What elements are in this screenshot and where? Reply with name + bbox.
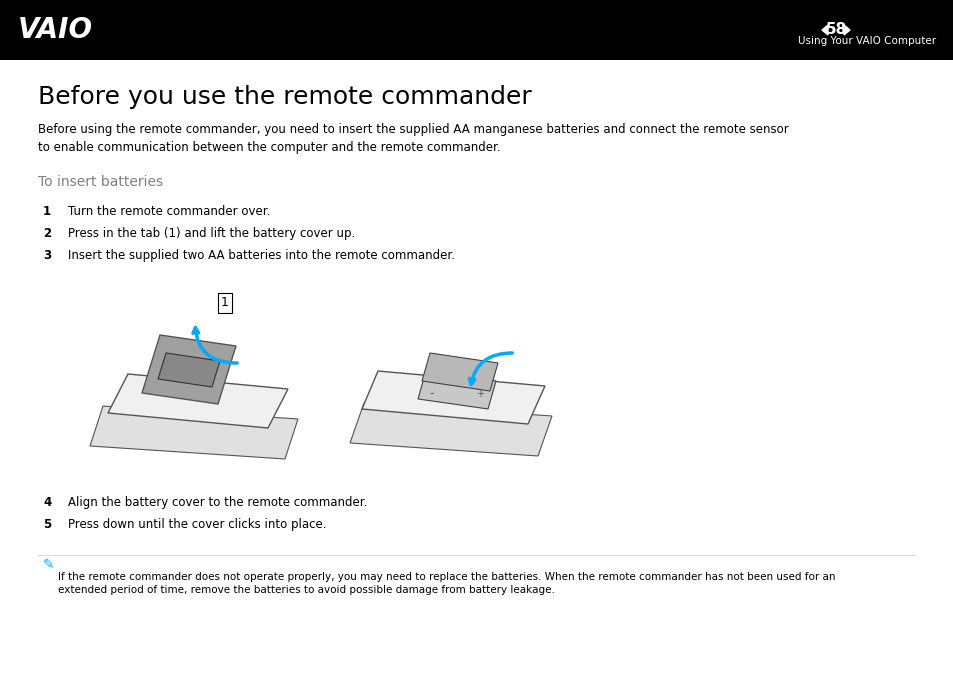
Text: Align the battery cover to the remote commander.: Align the battery cover to the remote co… <box>68 496 367 509</box>
Text: Using Your VAIO Computer: Using Your VAIO Computer <box>797 36 935 46</box>
Text: 3: 3 <box>43 249 51 262</box>
Text: VAIO: VAIO <box>18 16 93 44</box>
Polygon shape <box>90 406 297 459</box>
Polygon shape <box>417 371 496 409</box>
Text: 2: 2 <box>43 227 51 240</box>
Text: If the remote commander does not operate properly, you may need to replace the b: If the remote commander does not operate… <box>58 572 835 595</box>
Polygon shape <box>142 335 235 404</box>
Bar <box>0 0 953 60</box>
Text: 5: 5 <box>43 518 51 531</box>
Polygon shape <box>108 374 288 428</box>
Text: ✎: ✎ <box>43 558 54 572</box>
Polygon shape <box>158 353 220 387</box>
Polygon shape <box>821 25 827 35</box>
Polygon shape <box>350 403 552 456</box>
Text: 4: 4 <box>43 496 51 509</box>
Text: Turn the remote commander over.: Turn the remote commander over. <box>68 205 270 218</box>
Text: Before using the remote commander, you need to insert the supplied AA manganese : Before using the remote commander, you n… <box>38 123 788 154</box>
Text: +: + <box>476 389 483 399</box>
Text: -: - <box>429 388 434 400</box>
Polygon shape <box>421 353 497 391</box>
Text: To insert batteries: To insert batteries <box>38 175 163 189</box>
Polygon shape <box>843 25 849 35</box>
Text: Insert the supplied two AA batteries into the remote commander.: Insert the supplied two AA batteries int… <box>68 249 455 262</box>
Text: Press down until the cover clicks into place.: Press down until the cover clicks into p… <box>68 518 326 531</box>
Text: Press in the tab (1) and lift the battery cover up.: Press in the tab (1) and lift the batter… <box>68 227 355 240</box>
Polygon shape <box>361 371 544 424</box>
Text: Before you use the remote commander: Before you use the remote commander <box>38 85 531 109</box>
Text: 1: 1 <box>43 205 51 218</box>
Text: 58: 58 <box>824 22 845 38</box>
Text: 1: 1 <box>221 297 229 309</box>
